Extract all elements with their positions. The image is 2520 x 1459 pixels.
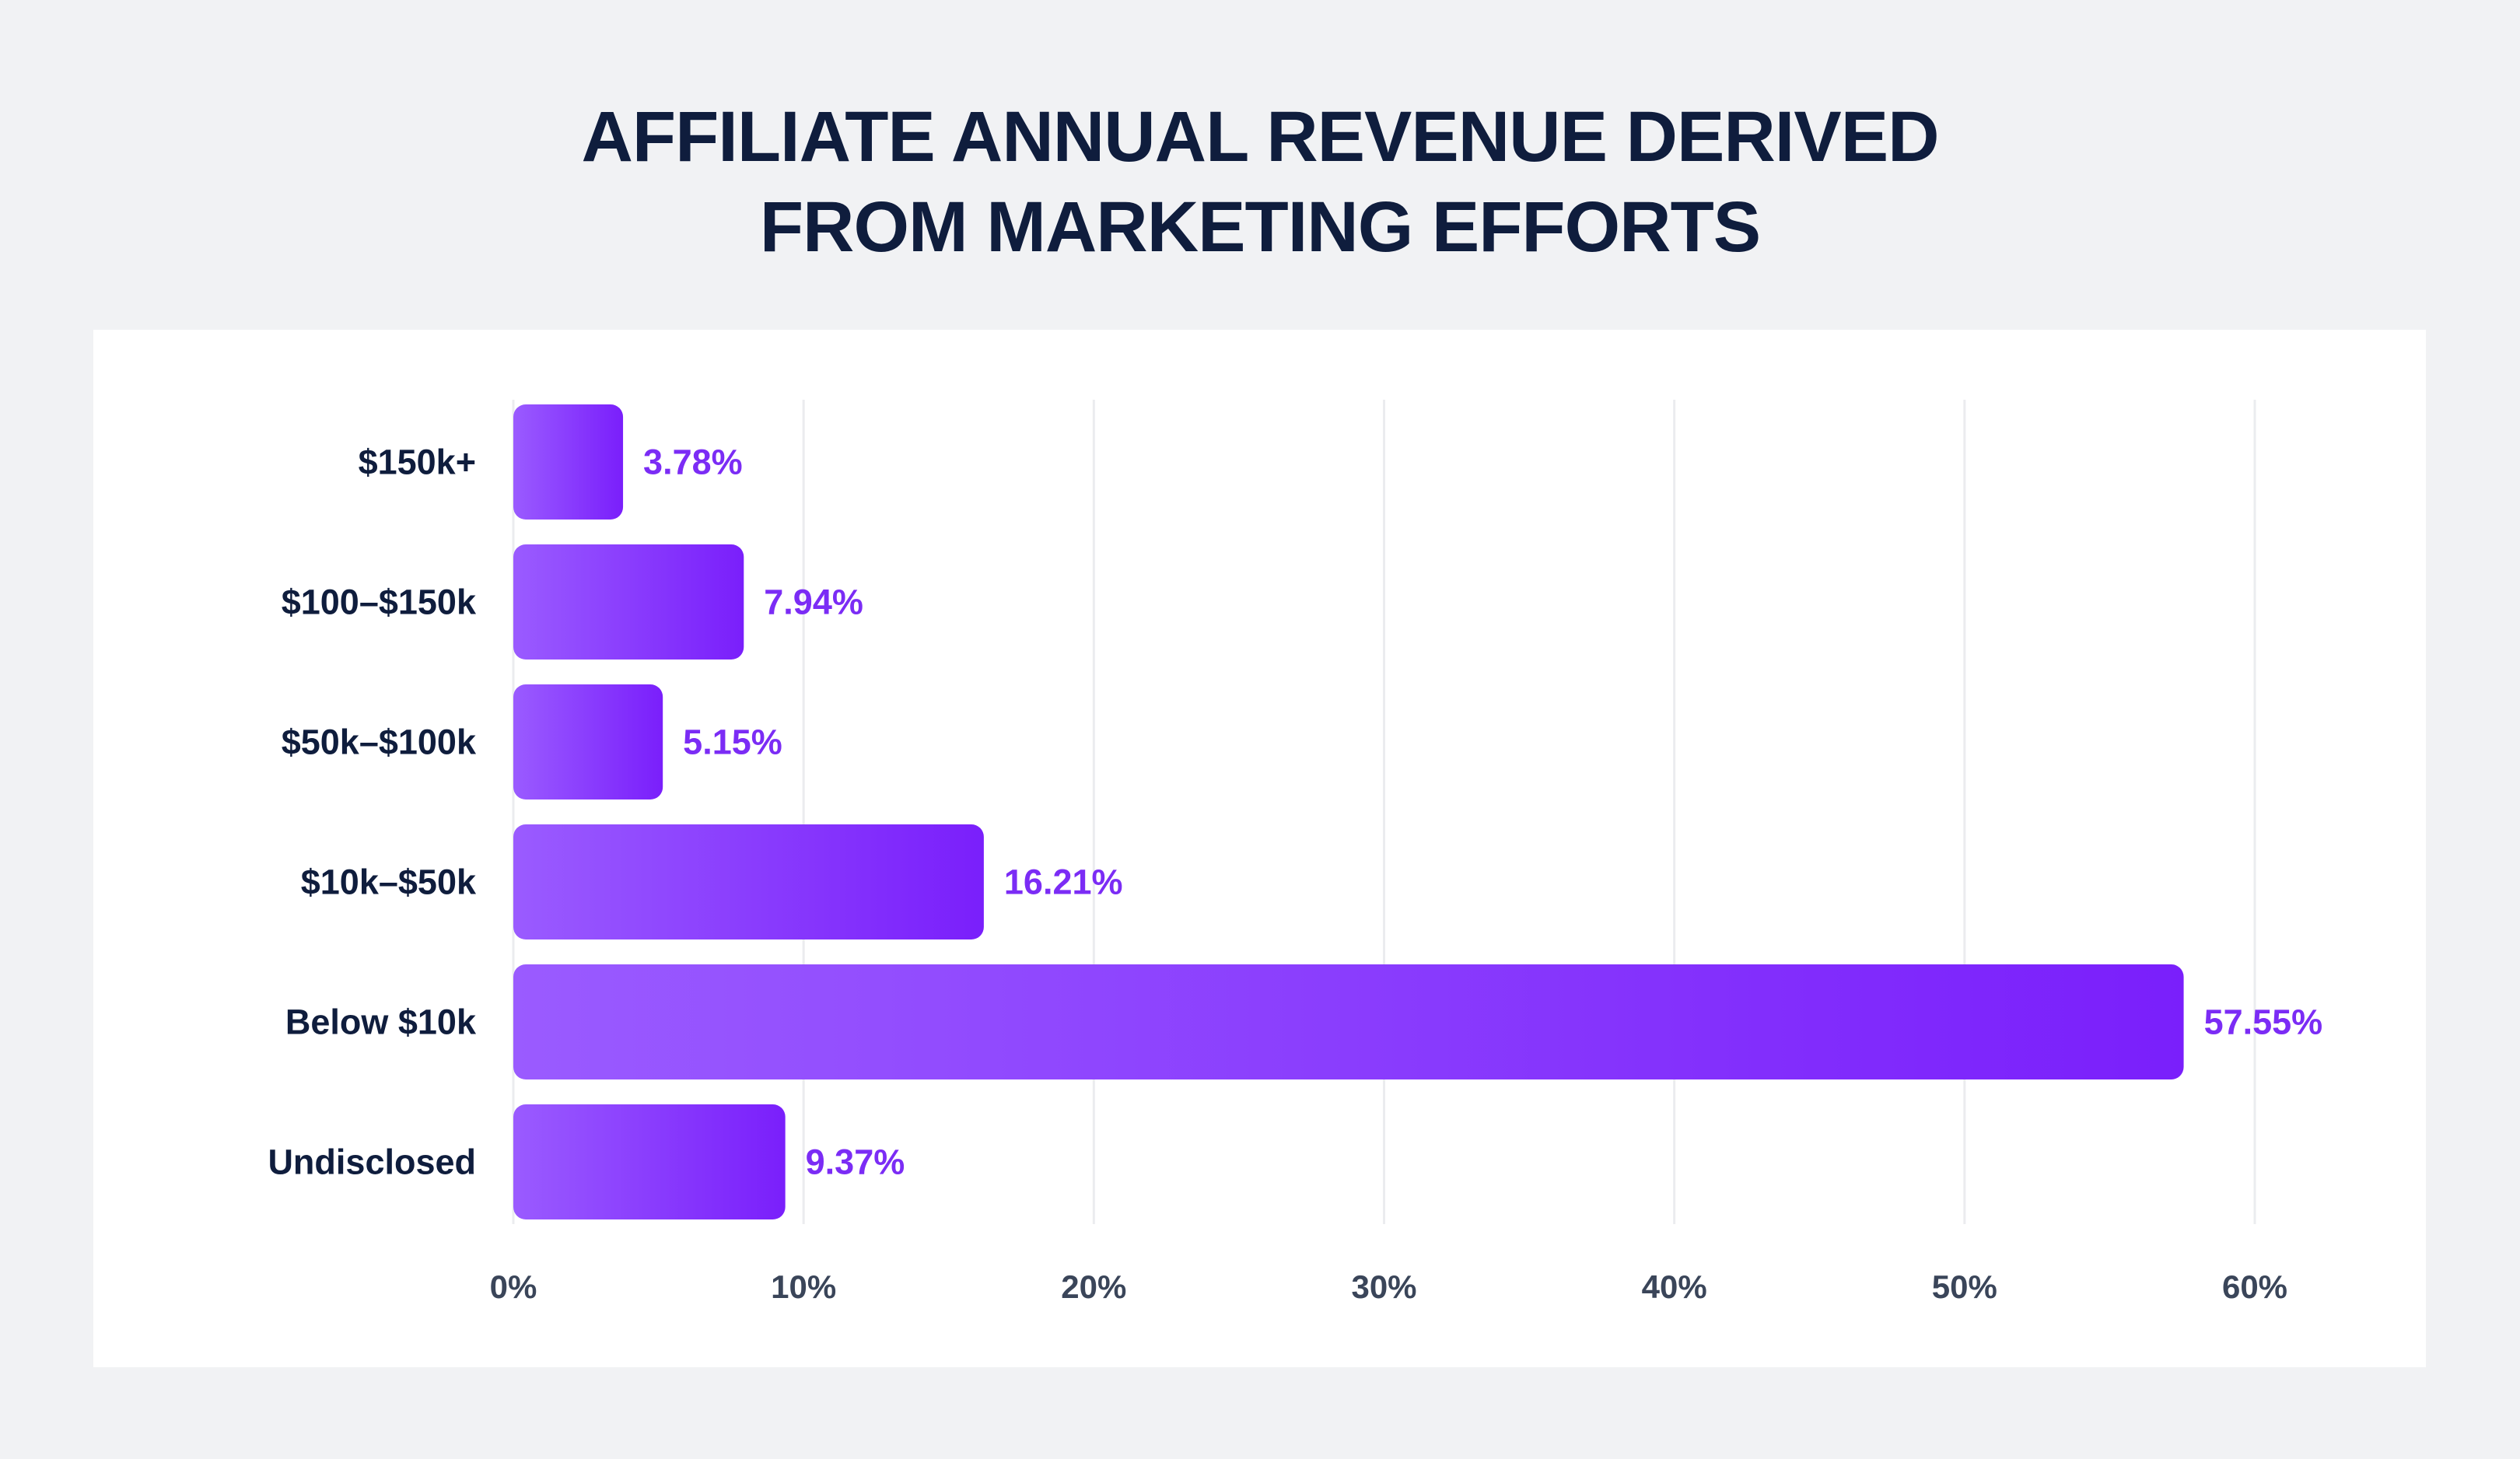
x-tick-label: 50% xyxy=(1932,1268,1997,1305)
bar xyxy=(513,404,624,520)
category-label: $10k–$50k xyxy=(301,862,477,902)
bar-chart: 0% 10% 20% 30% 40% 50% 60% $150k+ 3.78% $100–$150… xyxy=(268,400,2322,1306)
x-tick-label: 60% xyxy=(2222,1268,2287,1305)
x-tick-label: 10% xyxy=(771,1268,836,1305)
x-tick-label: 20% xyxy=(1061,1268,1126,1305)
bar xyxy=(513,964,2184,1079)
value-label: 3.78% xyxy=(643,443,743,482)
category-label: $100–$150k xyxy=(282,583,477,622)
bar xyxy=(513,544,744,660)
value-label: 9.37% xyxy=(806,1142,905,1182)
chart-title-line-2: FROM MARKETING EFFORTS xyxy=(759,187,1761,267)
bar xyxy=(513,824,984,939)
x-tick-label: 40% xyxy=(1642,1268,1707,1305)
chart-title: AFFILIATE ANNUAL REVENUE DERIVED FROM MA… xyxy=(0,92,2520,272)
value-label: 7.94% xyxy=(764,583,863,622)
value-label: 16.21% xyxy=(1004,862,1123,902)
labels: 0% 10% 20% 30% 40% 50% 60% $150k+ 3.78% $100–$150… xyxy=(268,443,2322,1306)
chart-title-line-1: AFFILIATE ANNUAL REVENUE DERIVED xyxy=(581,97,1939,177)
x-tick-label: 30% xyxy=(1351,1268,1416,1305)
bar xyxy=(513,684,663,799)
category-label: $50k–$100k xyxy=(282,723,477,762)
value-label: 5.15% xyxy=(683,723,782,762)
category-label: $150k+ xyxy=(359,443,476,482)
grid-lines xyxy=(512,400,2256,1224)
value-label: 57.55% xyxy=(2204,1002,2323,1042)
chart-card: 0% 10% 20% 30% 40% 50% 60% $150k+ 3.78% $100–$150… xyxy=(93,330,2426,1367)
x-tick-label: 0% xyxy=(490,1268,537,1305)
bar xyxy=(513,1104,786,1219)
category-label: Undisclosed xyxy=(268,1142,476,1182)
category-label: Below $10k xyxy=(285,1002,477,1042)
bars xyxy=(513,404,2184,1219)
